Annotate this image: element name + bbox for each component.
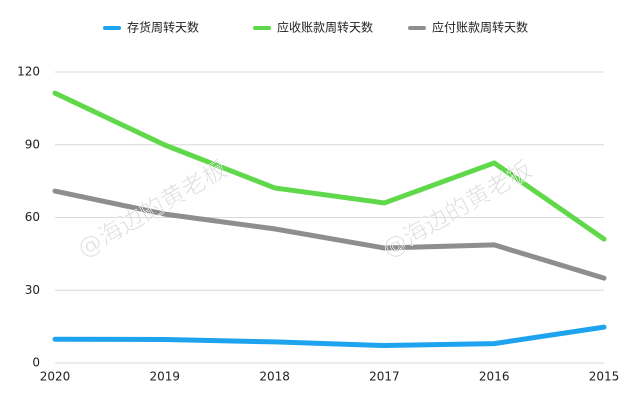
x-tick-label: 2019 [150,370,181,384]
series-line [52,90,607,242]
plot: 0 30 60 90 120 2020 2019 2018 2017 2016 2015 存货周转天数… [17,20,619,384]
legend-label: 应收账款周转天数 [277,20,373,35]
y-tick-label: 120 [17,65,40,79]
legend-label: 存货周转天数 [127,20,199,35]
x-tick-label: 2020 [40,370,71,384]
series-line [52,188,607,281]
x-tick-label: 2016 [479,370,510,384]
watermark: @海边的黄老板 [73,155,232,263]
y-tick-label: 30 [25,283,40,297]
y-tick-label: 90 [25,137,40,151]
x-tick-label: 2017 [369,370,400,384]
x-tick-label: 2015 [589,370,620,384]
y-tick-label: 0 [32,356,40,370]
legend-label: 应付账款周转天数 [432,20,528,35]
series-line [52,324,607,349]
y-tick-label: 60 [25,210,40,224]
x-tick-label: 2018 [259,370,290,384]
